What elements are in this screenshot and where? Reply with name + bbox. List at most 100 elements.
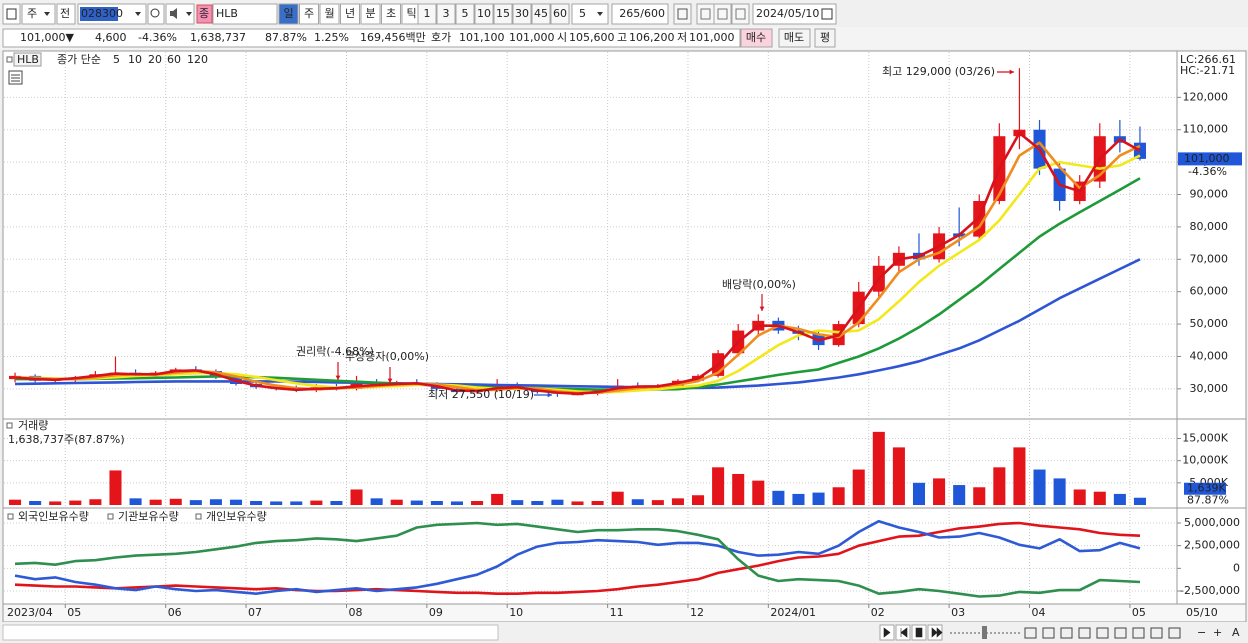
interval-button[interactable] [531, 3, 551, 25]
period-label[interactable]: 분 [365, 7, 375, 20]
count-input[interactable] [611, 3, 669, 25]
dropdown-arrow [135, 12, 141, 16]
sell-button[interactable] [778, 28, 811, 48]
avg-label[interactable]: 평 [820, 31, 830, 44]
sound-button[interactable] [165, 3, 195, 25]
stock-name[interactable]: HLB [216, 7, 238, 20]
x-tick-label: 02 [871, 606, 885, 619]
interval-button[interactable] [550, 3, 570, 25]
volume-bar [511, 500, 524, 505]
menu-button[interactable] [2, 3, 21, 25]
interval-button[interactable] [474, 3, 494, 25]
font-button[interactable]: A [1232, 626, 1240, 639]
interval-button[interactable] [436, 3, 456, 25]
volume-bar [350, 489, 363, 505]
interval-button[interactable] [455, 3, 475, 25]
tool-icon[interactable] [1096, 627, 1109, 639]
search-icon [150, 8, 160, 18]
quote-volume-ratio: 87.87% [265, 31, 307, 44]
interval-label[interactable]: 60 [553, 7, 567, 20]
quote-change-pct: -4.36% [138, 31, 177, 44]
period-button[interactable] [360, 3, 381, 25]
tool-button[interactable] [696, 3, 715, 25]
y-tick-label: 110,000 [1183, 123, 1229, 136]
y-tick-label: 0 [1233, 561, 1240, 574]
zoom-thumb[interactable] [982, 626, 987, 639]
period-label[interactable]: 초 [386, 7, 396, 20]
tool-icon[interactable] [1078, 627, 1091, 639]
period-button[interactable] [299, 3, 319, 25]
interval-label[interactable]: 5 [462, 7, 469, 20]
buy-button[interactable] [740, 28, 773, 48]
date-input[interactable] [752, 3, 837, 25]
interval-label[interactable]: 10 [477, 7, 491, 20]
interval-label[interactable]: 1 [424, 7, 431, 20]
period-button[interactable] [319, 3, 340, 25]
tool-icon[interactable] [1150, 627, 1163, 639]
interval-label[interactable]: 30 [515, 7, 529, 20]
volume-tag [1184, 482, 1226, 495]
quote-open: 105,600 [569, 31, 615, 44]
avg-button[interactable] [814, 28, 836, 48]
zoom-out[interactable]: − [1197, 626, 1206, 639]
period-label[interactable]: 일 [283, 6, 293, 20]
interval-label[interactable]: 15 [496, 7, 510, 20]
volume-bar [169, 498, 182, 505]
x-last-label: 05/10 [1186, 606, 1218, 619]
period-label[interactable]: 틱 [406, 7, 416, 20]
market-select[interactable] [21, 3, 56, 25]
y-tick-label: 30,000 [1190, 382, 1229, 395]
x-tick-label: 05 [67, 606, 81, 619]
tool-icon[interactable] [1024, 627, 1037, 639]
name-input[interactable] [212, 3, 278, 25]
legend-entry: 60 [167, 53, 181, 66]
interval-button[interactable] [512, 3, 532, 25]
count-value[interactable]: 265/600 [619, 7, 665, 20]
market-label[interactable]: 주 [27, 7, 37, 20]
volume-bar [933, 478, 946, 505]
interval-label[interactable]: 3 [443, 7, 450, 20]
tool-button[interactable] [673, 3, 692, 25]
series-line [14, 521, 1141, 595]
tool-icon[interactable] [1060, 627, 1073, 639]
title-box [13, 52, 42, 67]
period-button[interactable] [381, 3, 401, 25]
volume-bar [189, 500, 202, 505]
tool-button[interactable] [713, 3, 732, 25]
period-label[interactable]: 월 [324, 7, 334, 20]
tool-button[interactable] [731, 3, 750, 25]
y-tick-label: 90,000 [1190, 188, 1229, 201]
tool-icon[interactable] [1114, 627, 1127, 639]
volume-bar [229, 499, 243, 505]
period-button[interactable] [340, 3, 360, 25]
period-label[interactable]: 주 [304, 7, 314, 20]
volume-bar [1013, 447, 1026, 505]
tool-icon[interactable] [1042, 627, 1055, 639]
interval-button[interactable] [417, 3, 437, 25]
interval-input[interactable] [571, 3, 609, 25]
interval-button[interactable] [493, 3, 513, 25]
date-value[interactable]: 2024/05/10 [756, 7, 819, 20]
legend-square [195, 513, 202, 520]
interval-value[interactable]: 5 [579, 7, 586, 20]
sell-label[interactable]: 매도 [784, 31, 804, 44]
interval-label[interactable]: 45 [534, 7, 548, 20]
tag-box [196, 4, 213, 24]
prev-label[interactable]: 전 [60, 7, 70, 20]
tool-icon[interactable] [1168, 627, 1181, 639]
volume-bar [410, 500, 423, 505]
zoom-in[interactable]: + [1213, 626, 1222, 639]
search-button[interactable] [147, 3, 165, 25]
stock-code[interactable]: 028300 [81, 7, 123, 20]
series-line [14, 131, 1141, 395]
y-tick-label: 70,000 [1190, 252, 1229, 265]
buy-label[interactable]: 매수 [746, 31, 766, 44]
code-selection [80, 7, 118, 21]
chart-title: HLB [17, 53, 39, 66]
prev-button[interactable] [56, 3, 76, 25]
tool-icon[interactable] [1132, 627, 1145, 639]
period-label[interactable]: 년 [345, 7, 355, 20]
quote-panel [2, 28, 741, 48]
period-button[interactable] [278, 3, 299, 25]
